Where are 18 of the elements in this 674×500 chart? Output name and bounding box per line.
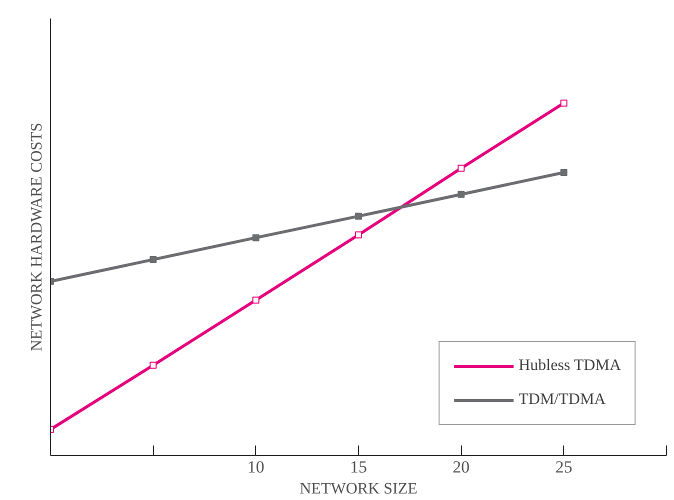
- point: [458, 190, 465, 198]
- x-tick-label: 15: [350, 458, 367, 476]
- x-axis-title: NETWORK SIZE: [300, 480, 418, 498]
- point: [150, 256, 157, 264]
- point: [252, 296, 260, 304]
- x-tick-label: 10: [247, 458, 264, 476]
- x-tick-label: 25: [555, 458, 572, 476]
- point: [252, 234, 260, 242]
- x-tick-label: 20: [452, 458, 470, 476]
- y-axis-title: NETWORK HARDWARE COSTS: [28, 122, 46, 352]
- point: [458, 164, 465, 172]
- point: [560, 100, 568, 107]
- point: [150, 362, 157, 369]
- point: [560, 169, 568, 176]
- point: [355, 231, 362, 238]
- legend-label: TDM/TDMA: [518, 391, 606, 409]
- point: [355, 212, 362, 220]
- legend-label: Hubless TDMA: [518, 357, 621, 375]
